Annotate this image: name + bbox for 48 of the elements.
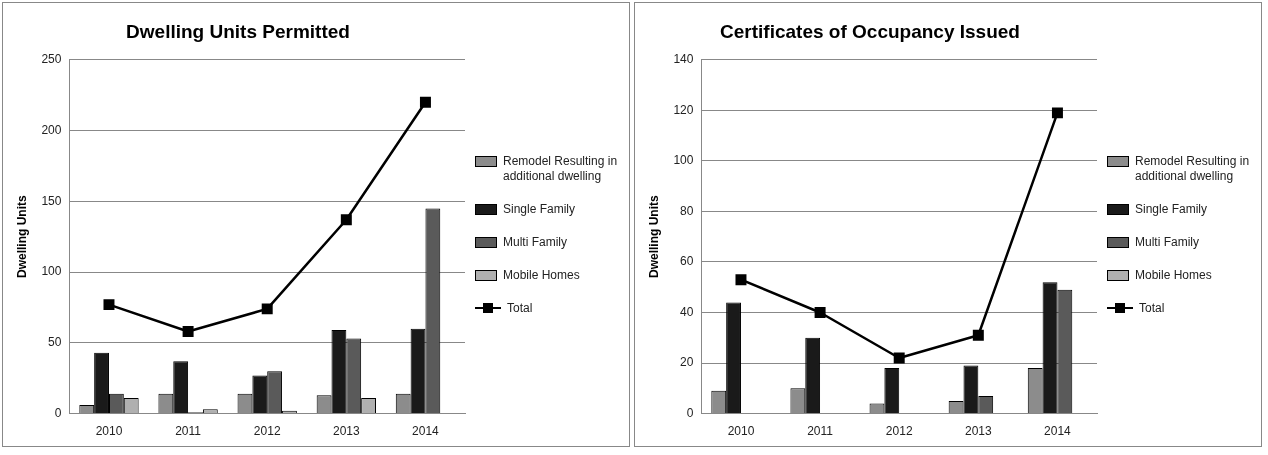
point bbox=[1051, 107, 1063, 119]
y-tick-label: 40 bbox=[680, 304, 694, 319]
y-tick-label: 100 bbox=[673, 153, 694, 168]
y-tick-label: 100 bbox=[41, 264, 62, 279]
point bbox=[972, 329, 984, 341]
y-tick-label: 20 bbox=[680, 355, 694, 370]
y-tick-label: 120 bbox=[673, 102, 694, 117]
y-tick-label: 150 bbox=[41, 193, 62, 208]
legend-label: Single Family bbox=[1135, 201, 1208, 217]
y-tick-label: 50 bbox=[48, 335, 62, 350]
legend-label: Multi Family bbox=[1135, 234, 1200, 250]
legend-label: Multi Family bbox=[503, 234, 568, 250]
y-tick-label: 250 bbox=[41, 52, 62, 67]
x-tick-label: 2010 bbox=[95, 424, 123, 439]
point bbox=[735, 274, 747, 286]
point bbox=[814, 307, 826, 319]
legend-label: Remodel Resulting in additional dwelling bbox=[503, 153, 619, 184]
x-tick-label: 2011 bbox=[175, 424, 202, 439]
y-tick-label: 80 bbox=[680, 203, 694, 218]
point bbox=[103, 299, 115, 311]
point bbox=[419, 96, 431, 108]
point bbox=[261, 303, 273, 315]
x-tick-label: 2012 bbox=[885, 424, 913, 439]
legend-label: Total bbox=[1139, 300, 1165, 316]
legend-label: Single Family bbox=[503, 201, 576, 217]
legend-label: Remodel Resulting in additional dwelling bbox=[1135, 153, 1251, 184]
point bbox=[340, 214, 352, 226]
x-tick-label: 2012 bbox=[253, 424, 281, 439]
chart-title: Dwelling Units Permitted bbox=[126, 20, 350, 42]
point bbox=[893, 352, 905, 364]
x-tick-label: 2013 bbox=[332, 424, 360, 439]
x-tick-label: 2013 bbox=[964, 424, 992, 439]
y-axis-title: Dwelling Units bbox=[646, 195, 661, 279]
y-tick-label: 140 bbox=[673, 52, 694, 67]
x-tick-label: 2014 bbox=[1044, 424, 1072, 439]
y-axis-title: Dwelling Units bbox=[14, 195, 29, 279]
x-tick-label: 2010 bbox=[727, 424, 755, 439]
chart-title: Certificates of Occupancy Issued bbox=[720, 20, 1020, 42]
legend-label: Total bbox=[507, 300, 533, 316]
x-tick-label: 2011 bbox=[807, 424, 834, 439]
y-tick-label: 0 bbox=[54, 405, 62, 420]
y-tick-label: 200 bbox=[41, 122, 62, 137]
legend-label: Mobile Homes bbox=[1135, 267, 1212, 283]
point bbox=[182, 326, 194, 338]
x-tick-label: 2014 bbox=[412, 424, 440, 439]
y-tick-label: 60 bbox=[680, 254, 694, 269]
legend-label: Mobile Homes bbox=[503, 267, 580, 283]
y-tick-label: 0 bbox=[686, 405, 694, 420]
